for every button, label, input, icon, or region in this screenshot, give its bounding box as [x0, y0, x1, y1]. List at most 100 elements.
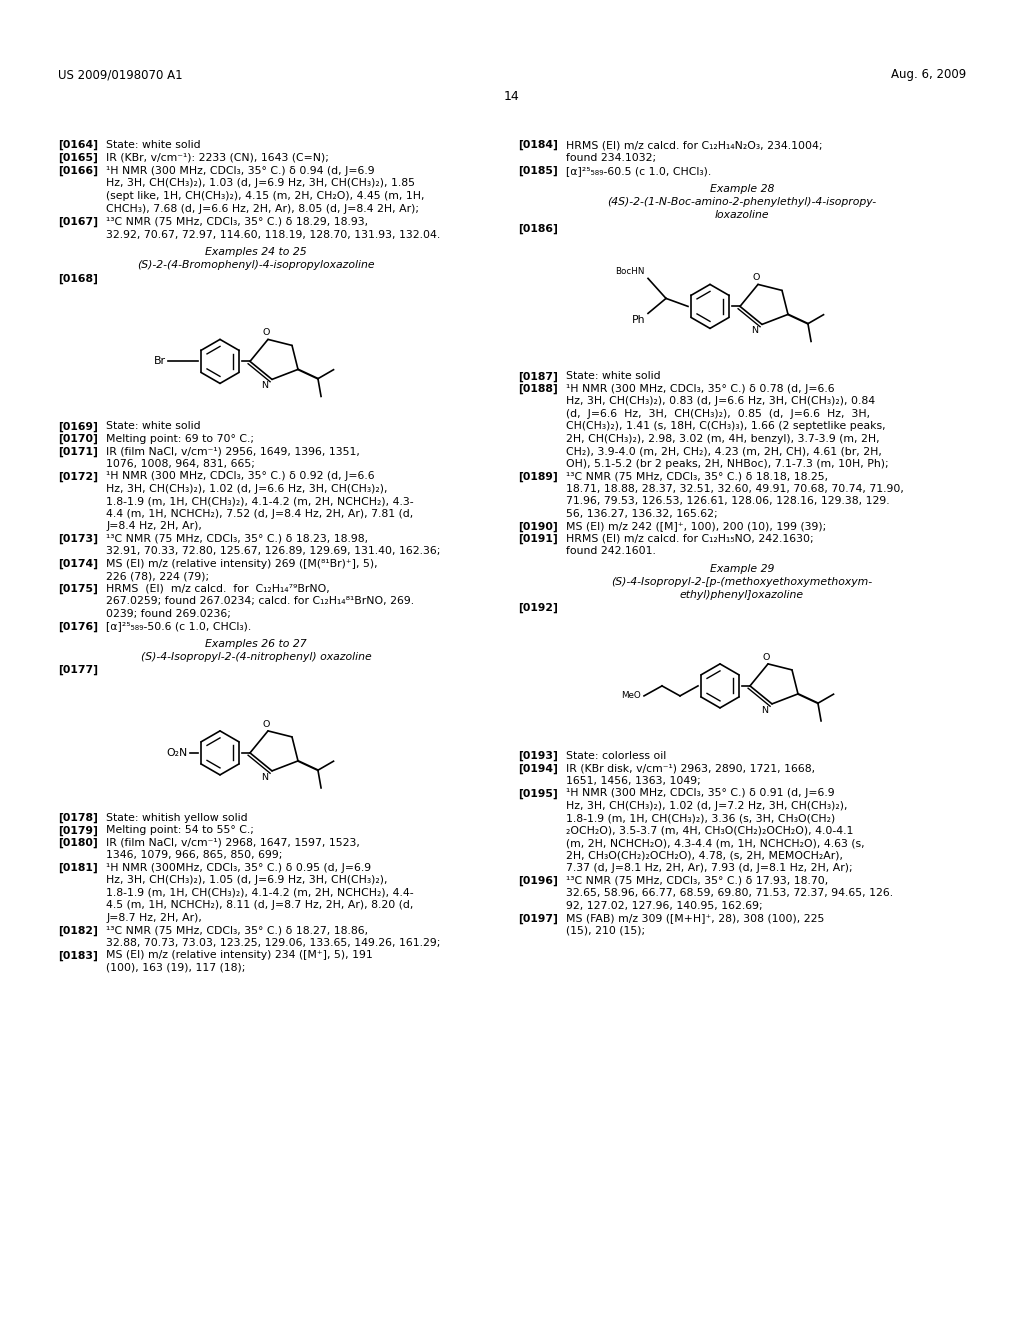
- Text: 4.4 (m, 1H, NCHCH₂), 7.52 (d, J=8.4 Hz, 2H, Ar), 7.81 (d,: 4.4 (m, 1H, NCHCH₂), 7.52 (d, J=8.4 Hz, …: [106, 510, 414, 519]
- Text: IR (film NaCl, v/cm⁻¹) 2956, 1649, 1396, 1351,: IR (film NaCl, v/cm⁻¹) 2956, 1649, 1396,…: [106, 446, 359, 457]
- Text: [0182]: [0182]: [58, 925, 98, 936]
- Text: (15), 210 (15);: (15), 210 (15);: [566, 925, 645, 936]
- Text: ¹H NMR (300 MHz, CDCl₃, 35° C.) δ 0.94 (d, J=6.9: ¹H NMR (300 MHz, CDCl₃, 35° C.) δ 0.94 (…: [106, 165, 375, 176]
- Text: [0172]: [0172]: [58, 471, 98, 482]
- Text: 226 (78), 224 (79);: 226 (78), 224 (79);: [106, 572, 209, 581]
- Text: (S)-4-Isopropyl-2-(4-nitrophenyl) oxazoline: (S)-4-Isopropyl-2-(4-nitrophenyl) oxazol…: [140, 652, 372, 661]
- Text: [0187]: [0187]: [518, 371, 558, 381]
- Text: 71.96, 79.53, 126.53, 126.61, 128.06, 128.16, 129.38, 129.: 71.96, 79.53, 126.53, 126.61, 128.06, 12…: [566, 496, 890, 507]
- Text: [0179]: [0179]: [58, 825, 98, 836]
- Text: 0239; found 269.0236;: 0239; found 269.0236;: [106, 609, 230, 619]
- Text: 2H, CH₃O(CH₂)₂OCH₂O), 4.78, (s, 2H, MEMOCH₂Ar),: 2H, CH₃O(CH₂)₂OCH₂O), 4.78, (s, 2H, MEMO…: [566, 851, 843, 861]
- Text: [0196]: [0196]: [518, 876, 558, 886]
- Text: found 242.1601.: found 242.1601.: [566, 546, 656, 557]
- Text: Hz, 3H, CH(CH₃)₂), 1.05 (d, J=6.9 Hz, 3H, CH(CH₃)₂),: Hz, 3H, CH(CH₃)₂), 1.05 (d, J=6.9 Hz, 3H…: [106, 875, 387, 886]
- Text: 32.92, 70.67, 72.97, 114.60, 118.19, 128.70, 131.93, 132.04.: 32.92, 70.67, 72.97, 114.60, 118.19, 128…: [106, 230, 440, 240]
- Text: (m, 2H, NCHCH₂O), 4.3-4.4 (m, 1H, NCHCH₂O), 4.63 (s,: (m, 2H, NCHCH₂O), 4.3-4.4 (m, 1H, NCHCH₂…: [566, 838, 864, 849]
- Text: [0192]: [0192]: [518, 603, 558, 614]
- Text: IR (KBr, v/cm⁻¹): 2233 (CN), 1643 (C=N);: IR (KBr, v/cm⁻¹): 2233 (CN), 1643 (C=N);: [106, 153, 329, 162]
- Text: 267.0259; found 267.0234; calcd. for C₁₂H₁₄⁸¹BrNO, 269.: 267.0259; found 267.0234; calcd. for C₁₂…: [106, 597, 414, 606]
- Text: ¹H NMR (300MHz, CDCl₃, 35° C.) δ 0.95 (d, J=6.9: ¹H NMR (300MHz, CDCl₃, 35° C.) δ 0.95 (d…: [106, 863, 371, 873]
- Text: N: N: [261, 381, 268, 391]
- Text: 1.8-1.9 (m, 1H, CH(CH₃)₂), 4.1-4.2 (m, 2H, NCHCH₂), 4.3-: 1.8-1.9 (m, 1H, CH(CH₃)₂), 4.1-4.2 (m, 2…: [106, 496, 414, 507]
- Text: MeO: MeO: [622, 692, 641, 701]
- Text: Hz, 3H, CH(CH₃)₂), 1.03 (d, J=6.9 Hz, 3H, CH(CH₃)₂), 1.85: Hz, 3H, CH(CH₃)₂), 1.03 (d, J=6.9 Hz, 3H…: [106, 178, 415, 189]
- Text: 1.8-1.9 (m, 1H, CH(CH₃)₂), 3.36 (s, 3H, CH₃O(CH₂): 1.8-1.9 (m, 1H, CH(CH₃)₂), 3.36 (s, 3H, …: [566, 813, 836, 824]
- Text: State: whitish yellow solid: State: whitish yellow solid: [106, 813, 248, 822]
- Text: CH₂), 3.9-4.0 (m, 2H, CH₂), 4.23 (m, 2H, CH), 4.61 (br, 2H,: CH₂), 3.9-4.0 (m, 2H, CH₂), 4.23 (m, 2H,…: [566, 446, 882, 457]
- Text: Hz, 3H, CH(CH₃)₂), 1.02 (d, J=6.6 Hz, 3H, CH(CH₃)₂),: Hz, 3H, CH(CH₃)₂), 1.02 (d, J=6.6 Hz, 3H…: [106, 484, 387, 494]
- Text: (d,  J=6.6  Hz,  3H,  CH(CH₃)₂),  0.85  (d,  J=6.6  Hz,  3H,: (d, J=6.6 Hz, 3H, CH(CH₃)₂), 0.85 (d, J=…: [566, 409, 870, 418]
- Text: CHCH₃), 7.68 (d, J=6.6 Hz, 2H, Ar), 8.05 (d, J=8.4 2H, Ar);: CHCH₃), 7.68 (d, J=6.6 Hz, 2H, Ar), 8.05…: [106, 205, 419, 214]
- Text: N: N: [761, 706, 768, 715]
- Text: [0186]: [0186]: [518, 223, 558, 234]
- Text: 32.91, 70.33, 72.80, 125.67, 126.89, 129.69, 131.40, 162.36;: 32.91, 70.33, 72.80, 125.67, 126.89, 129…: [106, 546, 440, 557]
- Text: O: O: [262, 329, 269, 338]
- Text: ¹³C NMR (75 MHz, CDCl₃, 35° C.) δ 18.23, 18.98,: ¹³C NMR (75 MHz, CDCl₃, 35° C.) δ 18.23,…: [106, 533, 368, 544]
- Text: ¹H NMR (300 MHz, CDCl₃, 35° C.) δ 0.78 (d, J=6.6: ¹H NMR (300 MHz, CDCl₃, 35° C.) δ 0.78 (…: [566, 384, 835, 393]
- Text: [0164]: [0164]: [58, 140, 98, 150]
- Text: ¹³C NMR (75 MHz, CDCl₃, 35° C.) δ 18.27, 18.86,: ¹³C NMR (75 MHz, CDCl₃, 35° C.) δ 18.27,…: [106, 925, 368, 936]
- Text: J=8.7 Hz, 2H, Ar),: J=8.7 Hz, 2H, Ar),: [106, 913, 202, 923]
- Text: [0171]: [0171]: [58, 446, 98, 457]
- Text: [α]²⁵₅₈₉-60.5 (c 1.0, CHCl₃).: [α]²⁵₅₈₉-60.5 (c 1.0, CHCl₃).: [566, 165, 712, 176]
- Text: 4.5 (m, 1H, NCHCH₂), 8.11 (d, J=8.7 Hz, 2H, Ar), 8.20 (d,: 4.5 (m, 1H, NCHCH₂), 8.11 (d, J=8.7 Hz, …: [106, 900, 414, 911]
- Text: 18.71, 18.88, 28.37, 32.51, 32.60, 49.91, 70.68, 70.74, 71.90,: 18.71, 18.88, 28.37, 32.51, 32.60, 49.91…: [566, 484, 904, 494]
- Text: Examples 24 to 25: Examples 24 to 25: [205, 247, 307, 257]
- Text: [0175]: [0175]: [58, 583, 98, 594]
- Text: US 2009/0198070 A1: US 2009/0198070 A1: [58, 69, 182, 81]
- Text: O: O: [753, 273, 760, 282]
- Text: [0168]: [0168]: [58, 273, 98, 284]
- Text: [0176]: [0176]: [58, 622, 98, 632]
- Text: [α]²⁵₅₈₉-50.6 (c 1.0, CHCl₃).: [α]²⁵₅₈₉-50.6 (c 1.0, CHCl₃).: [106, 622, 251, 631]
- Text: State: white solid: State: white solid: [566, 371, 660, 381]
- Text: [0185]: [0185]: [518, 165, 558, 176]
- Text: IR (KBr disk, v/cm⁻¹) 2963, 2890, 1721, 1668,: IR (KBr disk, v/cm⁻¹) 2963, 2890, 1721, …: [566, 763, 815, 774]
- Text: [0191]: [0191]: [518, 533, 558, 544]
- Text: OH), 5.1-5.2 (br 2 peaks, 2H, NHBoc), 7.1-7.3 (m, 10H, Ph);: OH), 5.1-5.2 (br 2 peaks, 2H, NHBoc), 7.…: [566, 459, 889, 469]
- Text: [0174]: [0174]: [58, 558, 98, 569]
- Text: [0173]: [0173]: [58, 533, 98, 544]
- Text: [0165]: [0165]: [58, 153, 98, 164]
- Text: MS (EI) m/z 242 ([M]⁺, 100), 200 (10), 199 (39);: MS (EI) m/z 242 ([M]⁺, 100), 200 (10), 1…: [566, 521, 826, 532]
- Text: [0188]: [0188]: [518, 384, 558, 395]
- Text: [0166]: [0166]: [58, 165, 98, 176]
- Text: N: N: [751, 326, 758, 335]
- Text: State: white solid: State: white solid: [106, 140, 201, 150]
- Text: 7.37 (d, J=8.1 Hz, 2H, Ar), 7.93 (d, J=8.1 Hz, 2H, Ar);: 7.37 (d, J=8.1 Hz, 2H, Ar), 7.93 (d, J=8…: [566, 863, 853, 874]
- Text: [0193]: [0193]: [518, 751, 558, 762]
- Text: Hz, 3H, CH(CH₃)₂), 1.02 (d, J=7.2 Hz, 3H, CH(CH₃)₂),: Hz, 3H, CH(CH₃)₂), 1.02 (d, J=7.2 Hz, 3H…: [566, 801, 848, 810]
- Text: 32.65, 58.96, 66.77, 68.59, 69.80, 71.53, 72.37, 94.65, 126.: 32.65, 58.96, 66.77, 68.59, 69.80, 71.53…: [566, 888, 893, 899]
- Text: [0194]: [0194]: [518, 763, 558, 774]
- Text: [0181]: [0181]: [58, 863, 97, 873]
- Text: MS (EI) m/z (relative intensity) 234 ([M⁺], 5), 191: MS (EI) m/z (relative intensity) 234 ([M…: [106, 950, 373, 961]
- Text: [0170]: [0170]: [58, 434, 98, 444]
- Text: 56, 136.27, 136.32, 165.62;: 56, 136.27, 136.32, 165.62;: [566, 510, 718, 519]
- Text: 92, 127.02, 127.96, 140.95, 162.69;: 92, 127.02, 127.96, 140.95, 162.69;: [566, 902, 763, 911]
- Text: CH(CH₃)₂), 1.41 (s, 18H, C(CH₃)₃), 1.66 (2 septetlike peaks,: CH(CH₃)₂), 1.41 (s, 18H, C(CH₃)₃), 1.66 …: [566, 421, 886, 432]
- Text: O: O: [262, 719, 269, 729]
- Text: ₂OCH₂O), 3.5-3.7 (m, 4H, CH₃O(CH₂)₂OCH₂O), 4.0-4.1: ₂OCH₂O), 3.5-3.7 (m, 4H, CH₃O(CH₂)₂OCH₂O…: [566, 826, 853, 836]
- Text: found 234.1032;: found 234.1032;: [566, 153, 656, 162]
- Text: (S)-2-(4-Bromophenyl)-4-isopropyloxazoline: (S)-2-(4-Bromophenyl)-4-isopropyloxazoli…: [137, 260, 375, 271]
- Text: 1076, 1008, 964, 831, 665;: 1076, 1008, 964, 831, 665;: [106, 459, 255, 469]
- Text: HRMS (EI) m/z calcd. for C₁₂H₁₅NO, 242.1630;: HRMS (EI) m/z calcd. for C₁₂H₁₅NO, 242.1…: [566, 533, 814, 544]
- Text: (4S)-2-(1-N-Boc-amino-2-phenylethyl)-4-isopropy-: (4S)-2-(1-N-Boc-amino-2-phenylethyl)-4-i…: [607, 198, 877, 207]
- Text: State: colorless oil: State: colorless oil: [566, 751, 667, 760]
- Text: ¹H NMR (300 MHz, CDCl₃, 35° C.) δ 0.92 (d, J=6.6: ¹H NMR (300 MHz, CDCl₃, 35° C.) δ 0.92 (…: [106, 471, 375, 482]
- Text: Melting point: 54 to 55° C.;: Melting point: 54 to 55° C.;: [106, 825, 254, 836]
- Text: [0180]: [0180]: [58, 838, 97, 849]
- Text: Ph: Ph: [632, 315, 645, 326]
- Text: (100), 163 (19), 117 (18);: (100), 163 (19), 117 (18);: [106, 962, 246, 973]
- Text: ¹³C NMR (75 MHz, CDCl₃, 35° C.) δ 17.93, 18.70,: ¹³C NMR (75 MHz, CDCl₃, 35° C.) δ 17.93,…: [566, 876, 828, 886]
- Text: Example 28: Example 28: [710, 185, 774, 194]
- Text: J=8.4 Hz, 2H, Ar),: J=8.4 Hz, 2H, Ar),: [106, 521, 202, 532]
- Text: 1346, 1079, 966, 865, 850, 699;: 1346, 1079, 966, 865, 850, 699;: [106, 850, 283, 861]
- Text: MS (FAB) m/z 309 ([M+H]⁺, 28), 308 (100), 225: MS (FAB) m/z 309 ([M+H]⁺, 28), 308 (100)…: [566, 913, 824, 924]
- Text: [0195]: [0195]: [518, 788, 558, 799]
- Text: [0178]: [0178]: [58, 813, 98, 824]
- Text: 14: 14: [504, 90, 520, 103]
- Text: ¹H NMR (300 MHz, CDCl₃, 35° C.) δ 0.91 (d, J=6.9: ¹H NMR (300 MHz, CDCl₃, 35° C.) δ 0.91 (…: [566, 788, 835, 799]
- Text: [0177]: [0177]: [58, 665, 98, 675]
- Text: 32.88, 70.73, 73.03, 123.25, 129.06, 133.65, 149.26, 161.29;: 32.88, 70.73, 73.03, 123.25, 129.06, 133…: [106, 939, 440, 948]
